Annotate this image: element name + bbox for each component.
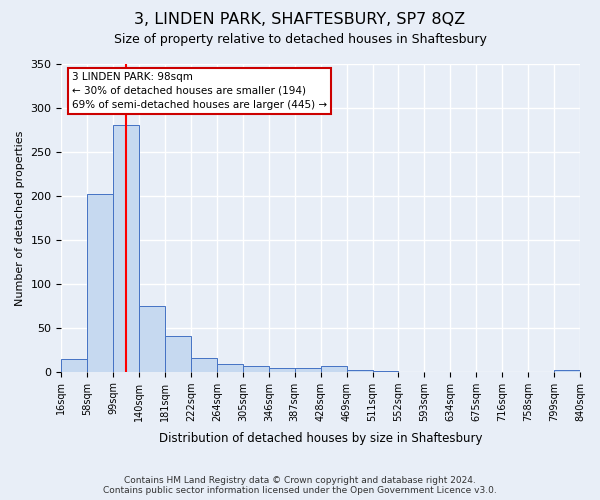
Text: Size of property relative to detached houses in Shaftesbury: Size of property relative to detached ho…	[113, 32, 487, 46]
Bar	[373, 371, 398, 372]
X-axis label: Distribution of detached houses by size in Shaftesbury: Distribution of detached houses by size …	[159, 432, 482, 445]
Text: 3, LINDEN PARK, SHAFTESBURY, SP7 8QZ: 3, LINDEN PARK, SHAFTESBURY, SP7 8QZ	[134, 12, 466, 28]
Bar	[347, 370, 373, 372]
Bar	[243, 366, 269, 372]
Bar	[113, 124, 139, 372]
Bar	[191, 358, 217, 372]
Text: 3 LINDEN PARK: 98sqm
← 30% of detached houses are smaller (194)
69% of semi-deta: 3 LINDEN PARK: 98sqm ← 30% of detached h…	[72, 72, 327, 110]
Bar	[217, 364, 243, 372]
Bar	[295, 368, 321, 372]
Bar	[139, 306, 165, 372]
Bar	[321, 366, 347, 372]
Bar	[88, 194, 113, 372]
Bar	[165, 336, 191, 372]
Bar	[554, 370, 580, 372]
Text: Contains HM Land Registry data © Crown copyright and database right 2024.
Contai: Contains HM Land Registry data © Crown c…	[103, 476, 497, 495]
Bar	[269, 368, 295, 372]
Bar	[61, 360, 88, 372]
Y-axis label: Number of detached properties: Number of detached properties	[15, 130, 25, 306]
